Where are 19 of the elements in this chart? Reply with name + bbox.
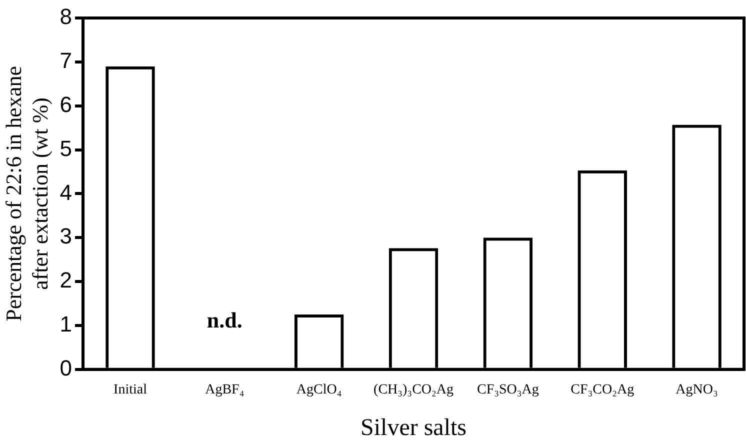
y-axis-title: Percentage of 22:6 in hexane after extaction (wt %) <box>0 66 52 322</box>
x-tick-label: (CH₃)₃CO₂Ag <box>374 382 454 398</box>
x-axis-title: Silver salts <box>360 414 467 441</box>
x-tick-label: CF₃SO₃Ag <box>476 382 539 398</box>
y-tick-label: 8 <box>60 4 72 30</box>
x-tick-label: AgBF₄ <box>205 382 244 398</box>
y-tick-label: 5 <box>60 136 72 161</box>
y-tick-label: 4 <box>60 180 72 205</box>
y-tick-label: 6 <box>60 92 72 117</box>
x-tick-label: Initial <box>114 382 148 398</box>
y-tick-label: 3 <box>60 224 72 249</box>
y-tick-label: 7 <box>60 48 72 73</box>
y-tick-label: 1 <box>60 312 72 337</box>
annotation: n.d. <box>206 307 242 332</box>
x-tick-label: AgNO₃ <box>676 382 718 398</box>
y-tick-label: 2 <box>60 268 72 293</box>
y-tick-label: 0 <box>60 355 72 380</box>
x-tick-label: AgClO₄ <box>296 382 342 398</box>
x-tick-label: CF₃CO₂Ag <box>570 382 634 398</box>
